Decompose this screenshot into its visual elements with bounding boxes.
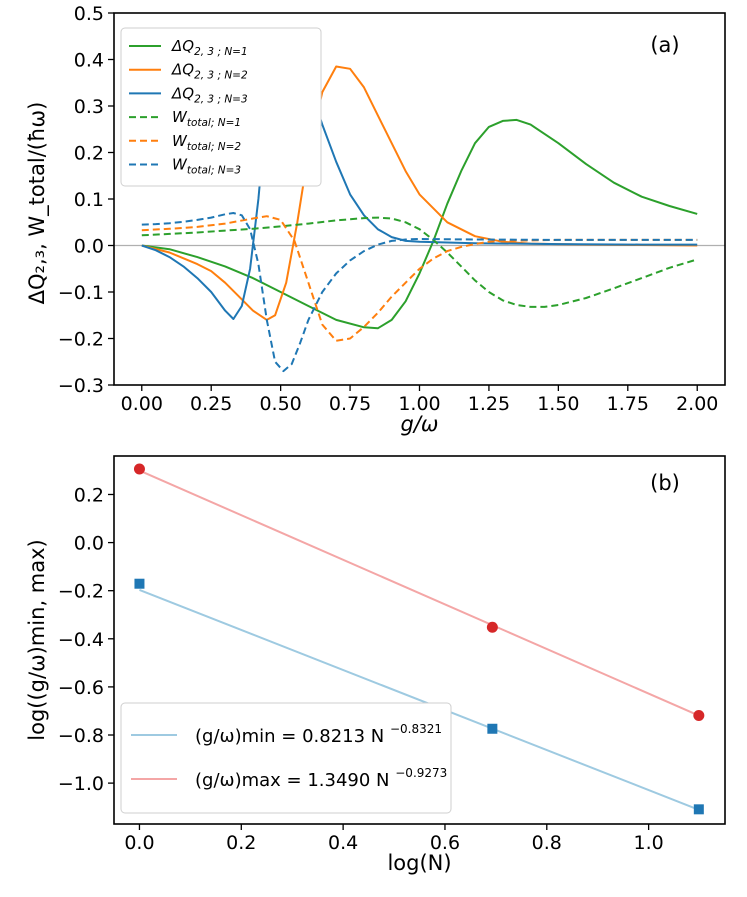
legend-label-3: ΔQ2, 3 ; N=3 [171, 84, 248, 105]
data-point-max [693, 710, 705, 722]
x-tick-label: 1.00 [398, 393, 440, 415]
legend-label-2: ΔQ2, 3 ; N=2 [171, 61, 248, 82]
y-tick-label: 0.5 [74, 3, 104, 25]
legend-label-6: Wtotal; N=3 [172, 156, 241, 177]
x-tick-label: 0.75 [329, 393, 371, 415]
legend-label-1: (g/ω)min = 0.8213 N −0.8321 [195, 722, 442, 747]
panel-a-label: (a) [650, 33, 679, 57]
x-tick-label: 1.25 [468, 393, 510, 415]
x-tick-label: 0.6 [430, 832, 460, 854]
data-point-min [134, 578, 145, 589]
panel-b: 0.0 0.2 0.4 0.6 0.8 1.0 −1.0 −0.8 −0.6 −0.4 −0.2 0.… [25, 455, 726, 875]
y-tick-label: 0.0 [74, 236, 104, 258]
panel-a-ticks: 0.00 0.25 0.50 0.75 1.00 1.25 1.50 1.75 2.00 −0.3… [58, 3, 719, 415]
x-tick-label: 1.75 [607, 393, 649, 415]
x-tick-label: 1.50 [537, 393, 579, 415]
data-point-max [486, 621, 498, 633]
y-tick-label: 0.2 [74, 143, 104, 165]
x-tick-label: 0.2 [226, 832, 256, 854]
series-line-6 [141, 212, 698, 373]
panel-b-xlabel: log(N) [387, 851, 451, 875]
x-tick-label: 0.8 [532, 832, 562, 854]
data-point-min [487, 723, 498, 734]
y-tick-label: 0.4 [74, 50, 104, 72]
y-tick-label: −0.8 [58, 725, 104, 747]
series-line-5 [141, 215, 698, 342]
x-tick-label: 0.4 [328, 832, 358, 854]
panel-a-ylabel: ΔQ₂,₃, W_total/(ħω) [25, 102, 50, 305]
y-tick-label: −0.6 [58, 677, 104, 699]
data-point-min [693, 804, 704, 815]
legend-label-4: Wtotal; N=1 [172, 108, 241, 129]
y-tick-label: 0.3 [74, 96, 104, 118]
legend-box [120, 702, 452, 814]
fit-line-2 [139, 469, 700, 717]
y-tick-label: 0.1 [74, 189, 104, 211]
y-tick-label: −0.1 [58, 282, 104, 304]
y-tick-label: 0.2 [74, 484, 104, 506]
panel-b-ticks: 0.0 0.2 0.4 0.6 0.8 1.0 −1.0 −0.8 −0.6 −0.4 −0.2 0.… [58, 484, 664, 854]
fit-line-1 [139, 588, 700, 811]
panel-a: 0.00 0.25 0.50 0.75 1.00 1.25 1.50 1.75 2.00 −0.3… [25, 3, 726, 436]
x-tick-label: 0.50 [259, 393, 301, 415]
y-tick-label: −0.2 [58, 581, 104, 603]
x-tick-label: 0.25 [190, 393, 232, 415]
legend-label-1: ΔQ2, 3 ; N=1 [171, 37, 248, 58]
series-line-4 [141, 216, 698, 308]
x-tick-label: 1.0 [634, 832, 664, 854]
x-tick-label: 0.00 [121, 393, 163, 415]
x-tick-label: 0.0 [124, 832, 154, 854]
legend-box [120, 27, 322, 187]
panel-a-xlabel: g/ω [401, 412, 439, 436]
y-tick-label: −0.4 [58, 629, 104, 651]
y-tick-label: −0.3 [58, 375, 104, 397]
y-tick-label: −1.0 [58, 773, 104, 795]
panel-b-frame [113, 455, 726, 825]
legend-label-5: Wtotal; N=2 [172, 132, 241, 153]
panel-a-series-layer [141, 29, 698, 373]
x-tick-label: 2.00 [676, 393, 718, 415]
panel-b-ylabel: log((g/ω)min, max) [25, 539, 49, 740]
panel-b-series-layer [133, 463, 705, 815]
y-tick-label: −0.2 [58, 329, 104, 351]
y-tick-label: 0.0 [74, 533, 104, 555]
panel-b-label: (b) [650, 471, 680, 495]
panel-b-legend: (g/ω)min = 0.8213 N −0.8321(g/ω)max = 1.… [120, 702, 452, 814]
data-point-max [133, 463, 145, 475]
